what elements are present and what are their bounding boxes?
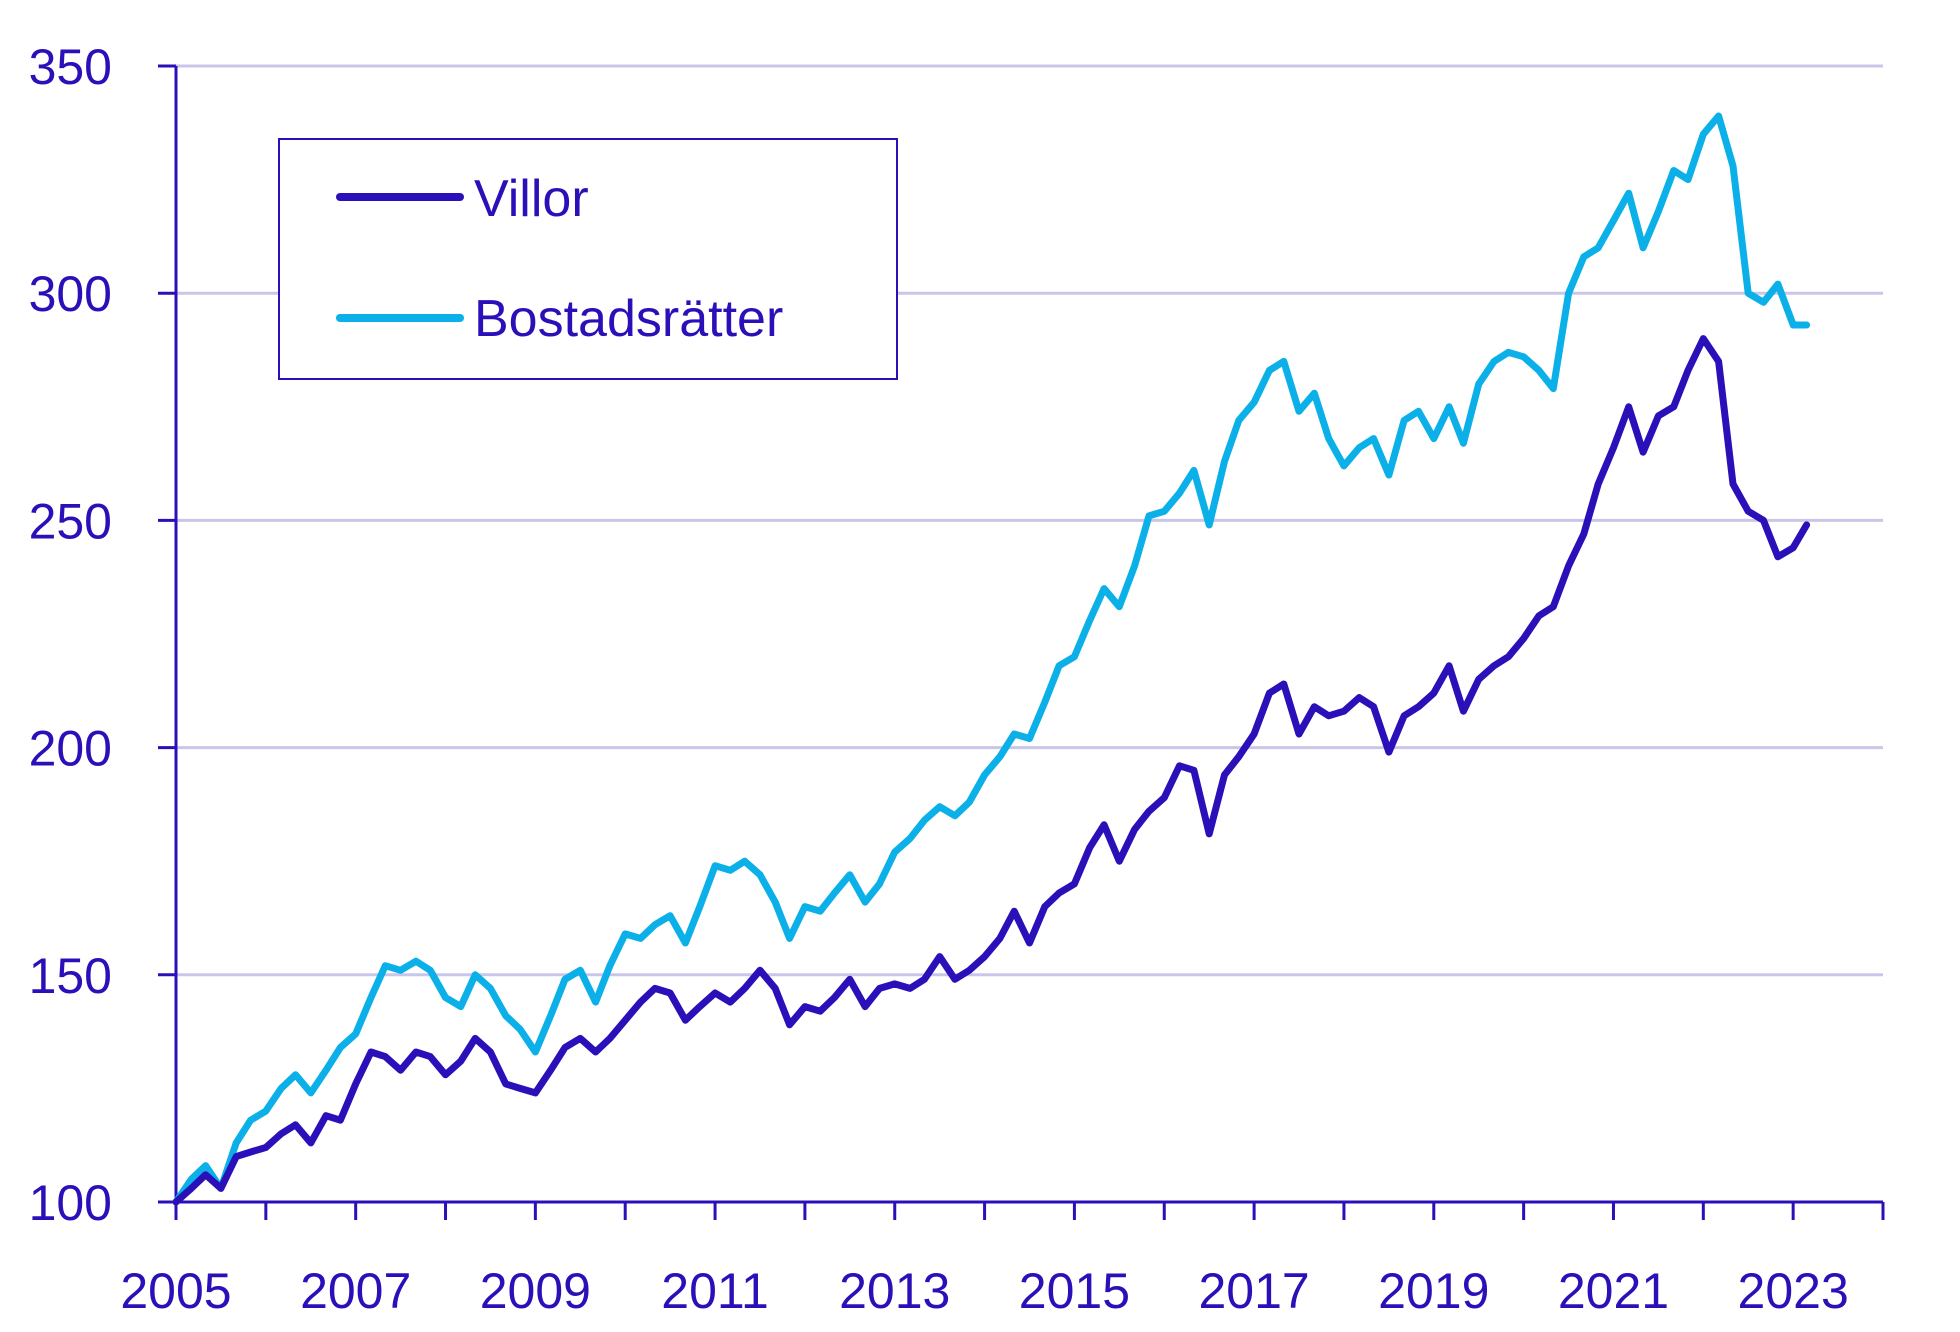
y-tick-label: 150: [29, 948, 112, 1004]
x-tick-label: 2009: [480, 1263, 591, 1319]
legend: Villor Bostadsrätter: [278, 138, 898, 380]
legend-label-villor: Villor: [474, 170, 589, 228]
series-line-bostadsratter: [172, 112, 1811, 1206]
x-tick-label: 2007: [300, 1263, 411, 1319]
x-tick-label: 2019: [1378, 1263, 1489, 1319]
y-tick-label: 200: [29, 721, 112, 777]
y-axis: 100 150 200 250 300 350: [29, 39, 178, 1231]
x-tick-label: 2017: [1198, 1263, 1309, 1319]
x-tick-label: 2021: [1558, 1263, 1669, 1319]
series-line-villor: [172, 335, 1811, 1206]
series-lines: [172, 112, 1811, 1206]
legend-box: [278, 138, 898, 380]
y-tick-label: 350: [29, 39, 112, 95]
x-tick-label: 2011: [661, 1263, 769, 1319]
legend-label-bostadsratter: Bostadsrätter: [474, 290, 783, 348]
y-tick-label: 300: [29, 266, 112, 322]
x-tick-label: 2023: [1738, 1263, 1849, 1319]
x-tick-label: 2005: [120, 1263, 231, 1319]
x-tick-label: 2013: [839, 1263, 950, 1319]
y-tick-label: 250: [29, 493, 112, 549]
y-tick-label: 100: [29, 1175, 112, 1231]
x-axis: 2005 2007 2009 2011 2013 2015 2017 2019 2021 2023: [120, 1200, 1885, 1319]
x-tick-label: 2015: [1019, 1263, 1130, 1319]
